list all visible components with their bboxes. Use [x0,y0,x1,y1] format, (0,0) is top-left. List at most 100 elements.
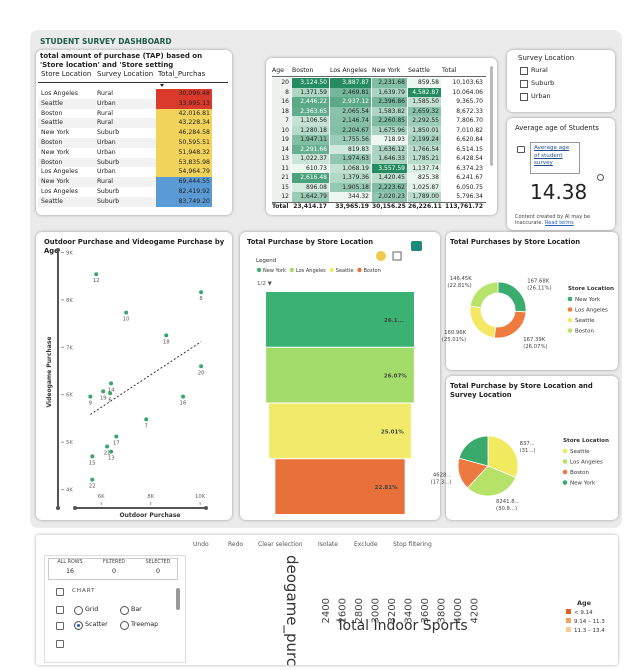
slicer-checkbox[interactable] [520,93,528,101]
explore-panel [36,535,618,665]
sort-icon [160,84,164,87]
age-cell: 2,260.85 [372,116,407,126]
tap-value-cell: 51,948.32 [156,147,212,158]
toolbar-button[interactable]: Redo [228,541,244,548]
tap-value-cell: 42,016.81 [156,108,212,119]
age-cell: 1,420.45 [372,173,407,183]
qa-prompt[interactable]: Average age of student survey [534,145,570,166]
chart-title: Outdoor Purchase and Videogame Purchase … [44,238,225,255]
sidebar-icon[interactable] [56,588,64,596]
radio[interactable] [120,606,129,615]
age-cell: 14 [272,144,291,154]
sidebar-icon[interactable] [56,622,64,630]
age-cell: 2,396.86 [372,97,407,107]
age-header: New York [372,67,401,74]
age-total-cell: 26,226.11 [408,203,442,210]
slicer-option[interactable]: Urban [531,92,551,100]
age-cell: 2,659.32 [408,106,441,116]
age-cell: 13 [272,154,291,164]
tap-cell: Rural [97,119,113,127]
disclaimer: Content created by AI may be inaccurate.… [515,214,603,226]
age-cell: 610.73 [292,163,329,173]
age-cell: 12 [272,192,291,202]
tap-cell: Suburb [97,158,120,166]
chart-title: Total Purchase by Store Location [247,238,374,246]
tap-value-cell: 46,284.58 [156,128,212,138]
card-value: 14.38 [530,180,588,204]
age-total-cell: Total [272,203,289,210]
age-cell: 896.08 [292,182,329,192]
age-cell: 859.58 [408,78,441,88]
donut-panel [446,232,618,370]
tap-header: Store Location [41,70,92,78]
age-cell: 2,020.23 [372,192,407,202]
tap-value-cell: 82,419.92 [156,187,212,197]
radio[interactable] [120,621,129,630]
scatter-panel [36,232,232,520]
radio[interactable] [74,621,83,630]
tap-cell: Rural [97,178,113,186]
toolbar-button[interactable]: Clear selection [258,541,303,548]
age-header: Los Angeles [330,67,367,74]
sidebar-icon[interactable] [56,640,64,648]
age-cell: 6,050.75 [442,182,485,192]
radio-label[interactable]: Grid [85,606,99,613]
age-cell: 19 [272,135,291,145]
slicer-panel [507,50,615,112]
terms-link[interactable]: Read terms [545,220,574,226]
age-cell: 4,582.87 [408,87,441,97]
age-cell: 2,065.54 [330,106,371,116]
slicer-checkbox[interactable] [520,67,528,75]
age-cell: 1,789.00 [408,192,441,202]
age-cell: 3,887.87 [330,78,371,88]
tap-cell: Urban [97,148,116,156]
age-header: Seattle [408,67,430,74]
age-cell: 2,446.22 [292,97,329,107]
toolbar-button[interactable]: Isolate [318,541,338,548]
age-cell: 2,199.24 [408,135,441,145]
age-cell: 5,796.34 [442,192,485,202]
tap-row-bg [38,157,156,168]
toolbar-button[interactable]: Exclude [354,541,378,548]
age-cell: 10,064.06 [442,87,485,97]
age-cell: 1,022.37 [292,154,329,164]
tap-value-cell: 54,964.79 [156,167,212,178]
age-cell: 1,766.54 [408,144,441,154]
tap-header: Total_Purchas [158,70,206,78]
age-cell: 1,137.74 [408,163,441,173]
tap-value-cell: 33,995.13 [156,98,212,109]
tap-cell: Urban [97,99,116,107]
age-cell: 11 [272,163,291,173]
tap-cell: Seattle [41,197,63,205]
toolbar-button[interactable]: Stop filtering [393,541,432,548]
age-cell: 1,379.36 [330,173,371,183]
age-cell: 1,639.79 [372,87,407,97]
age-cell: 1,583.82 [372,106,407,116]
age-cell: 1,280.18 [292,125,329,135]
tap-cell: Rural [97,109,113,117]
age-cell: 2,146.74 [330,116,371,126]
age-cell: 1,755.56 [330,135,371,145]
age-cell: 20 [272,78,291,88]
radio-label[interactable]: Bar [131,606,142,613]
tap-cell: Urban [97,168,116,176]
toolbar-button[interactable]: Undo [193,541,209,548]
tap-cell: Boston [41,139,63,146]
slicer-option[interactable]: Rural [531,66,548,74]
slicer-option[interactable]: Suburb [531,79,555,87]
age-cell: 3,124.50 [292,78,329,88]
radio-label[interactable]: Scatter [85,621,108,628]
age-cell: 1,850.01 [408,125,441,135]
tap-row-bg [38,196,156,207]
sidebar-icon[interactable] [56,606,64,614]
chart-title: Total Purchases by Store Location [450,238,581,246]
tap-row-bg [38,98,156,109]
radio[interactable] [74,606,83,615]
slicer-checkbox[interactable] [520,80,528,88]
age-cell: 1,642.79 [292,192,329,202]
radio-label[interactable]: Treemap [131,621,159,628]
tap-cell: Los Angeles [41,168,78,176]
age-cell: 2,937.12 [330,97,371,107]
age-cell: 3,557.59 [372,163,407,173]
